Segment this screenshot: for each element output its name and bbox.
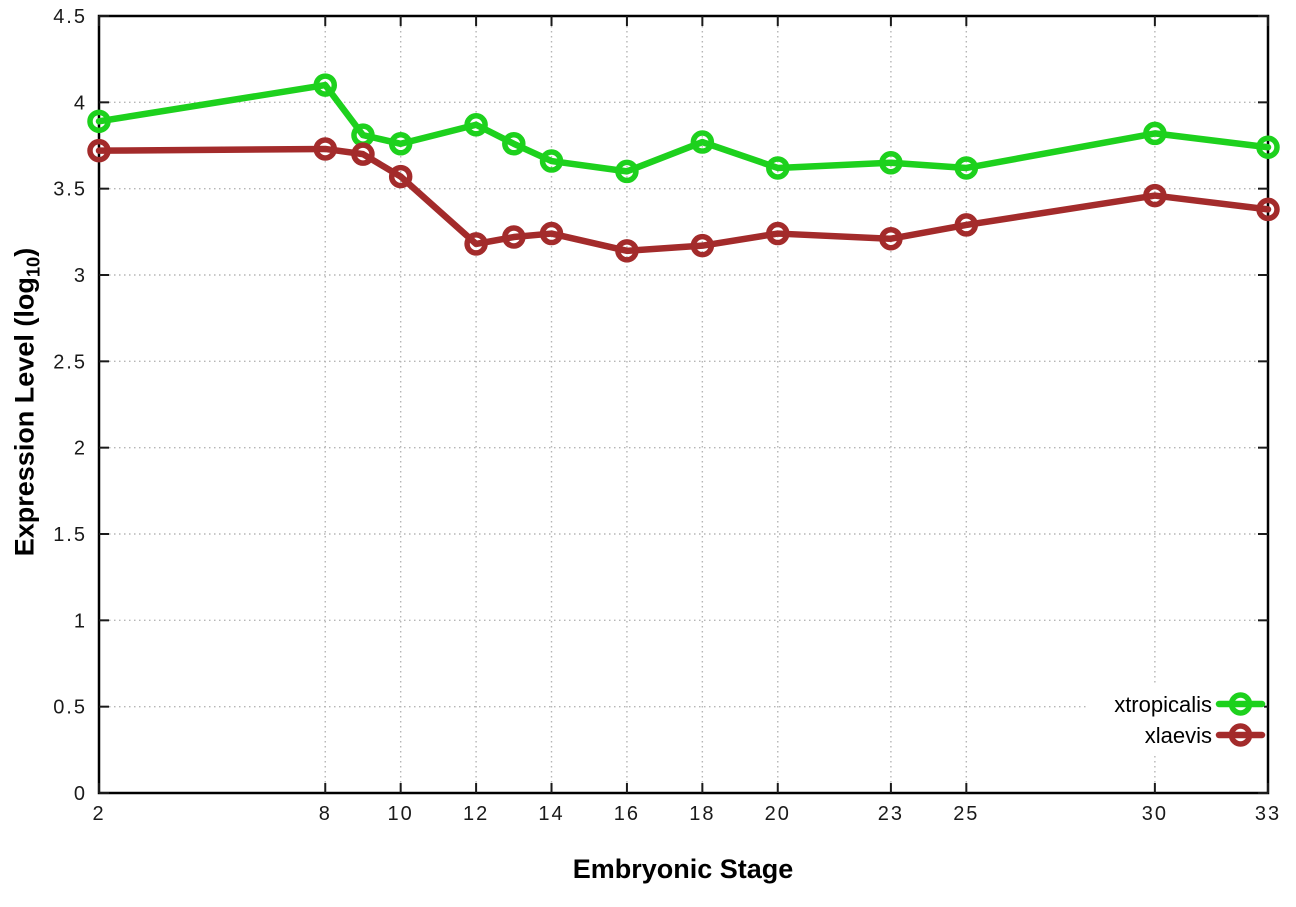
- x-tick-label: 25: [953, 803, 979, 825]
- plot-border: [97, 14, 1270, 795]
- legend-label-xlaevis: xlaevis: [1145, 723, 1212, 748]
- data-point-xlaevis: [388, 164, 413, 189]
- data-point-xlaevis: [464, 232, 488, 256]
- series-line-xtropicalis: [95, 81, 1272, 175]
- data-point-xtropicalis: [388, 132, 413, 156]
- y-axis-title-close: ): [9, 247, 40, 257]
- x-tick-label: 16: [614, 803, 640, 825]
- y-tick-label: 3.5: [53, 179, 87, 201]
- data-point-xtropicalis: [313, 73, 338, 97]
- data-point-xlaevis: [954, 213, 979, 237]
- data-point-xlaevis: [539, 221, 564, 246]
- data-point-xtropicalis: [615, 159, 639, 184]
- y-tick-label: 2: [74, 438, 87, 460]
- data-point-xlaevis: [87, 138, 111, 163]
- data-point-xtropicalis: [879, 151, 903, 175]
- x-tick-label: 33: [1255, 803, 1281, 825]
- data-point-xtropicalis: [766, 156, 790, 180]
- y-tick-label: 4: [74, 92, 87, 114]
- data-point-xtropicalis: [1256, 135, 1280, 159]
- y-tick-label: 3: [74, 265, 87, 287]
- x-tick-label: 18: [689, 803, 715, 825]
- data-point-xlaevis: [313, 137, 338, 161]
- data-point-xlaevis: [502, 225, 526, 249]
- data-point-xlaevis: [1256, 197, 1280, 222]
- data-point-xlaevis: [766, 221, 790, 246]
- x-tick-label: 2: [92, 803, 105, 825]
- y-tick-label: 4.5: [53, 6, 87, 28]
- y-axis-title: Expression Level (log10): [9, 248, 44, 557]
- data-point-xtropicalis: [539, 149, 564, 173]
- y-tick-label: 2.5: [53, 351, 87, 373]
- legend-label-xtropicalis: xtropicalis: [1114, 692, 1212, 717]
- y-axis-title-text: Expression Level (log: [9, 277, 40, 557]
- legend-marker-xlaevis: [1228, 723, 1253, 747]
- data-point-xtropicalis: [1143, 121, 1167, 146]
- data-point-xlaevis: [879, 226, 903, 251]
- x-axis-title: Embryonic Stage: [572, 854, 794, 884]
- x-tick-label: 20: [765, 803, 791, 825]
- legend-marker-xtropicalis: [1228, 692, 1253, 716]
- data-point-xtropicalis: [690, 130, 715, 154]
- y-tick-label: 1: [74, 610, 87, 632]
- y-axis-title-subscript: 10: [22, 256, 44, 278]
- data-point-xlaevis: [1143, 183, 1167, 208]
- data-point-xtropicalis: [954, 156, 979, 180]
- x-tick-label: 23: [878, 803, 904, 825]
- x-tick-label: 12: [463, 803, 489, 825]
- data-point-xlaevis: [690, 233, 715, 258]
- y-tick-label: 0.5: [53, 697, 87, 719]
- y-tick-label: 1.5: [53, 524, 87, 546]
- data-point-xtropicalis: [502, 132, 526, 156]
- y-tick-label: 0: [74, 783, 87, 805]
- x-tick-label: 8: [319, 803, 332, 825]
- x-tick-label: 30: [1142, 803, 1168, 825]
- x-tick-label: 14: [538, 803, 564, 825]
- series-line-xlaevis: [95, 145, 1272, 255]
- data-point-xlaevis: [351, 142, 375, 166]
- x-tick-label: 10: [388, 803, 414, 825]
- data-point-xtropicalis: [464, 113, 488, 137]
- data-point-xlaevis: [615, 239, 639, 263]
- data-point-xtropicalis: [87, 109, 111, 134]
